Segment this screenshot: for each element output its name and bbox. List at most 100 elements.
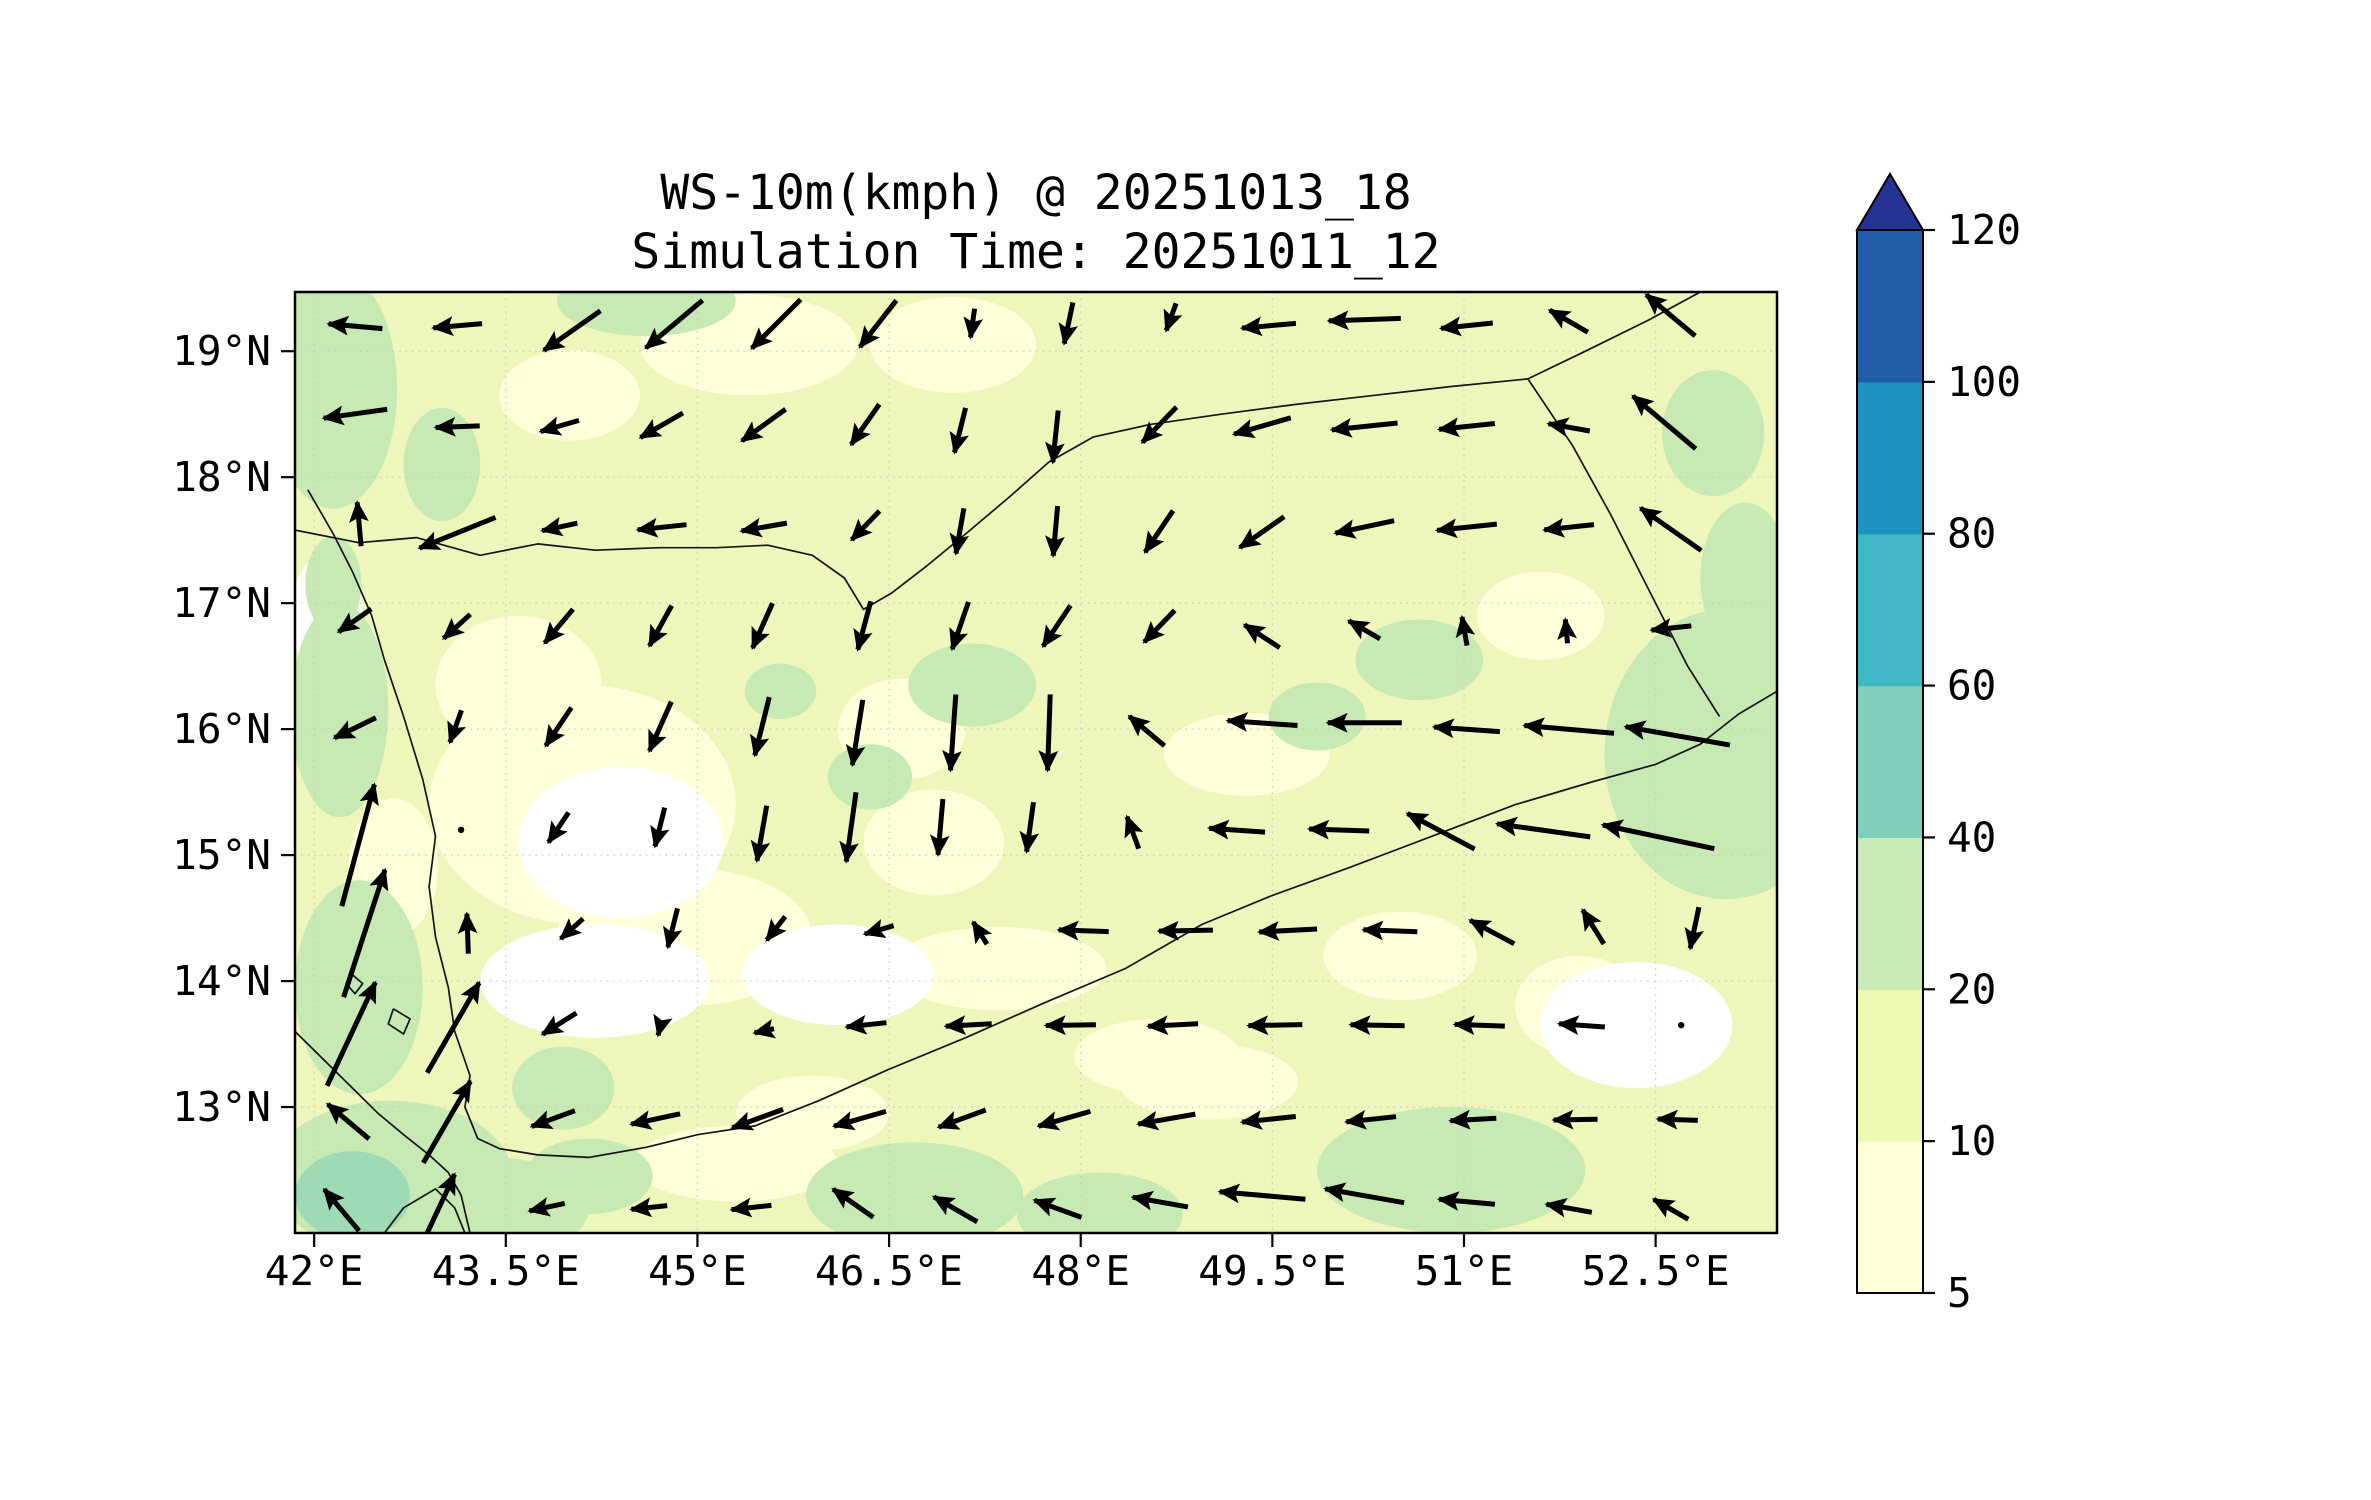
wind-arrow bbox=[858, 298, 899, 349]
wind-arrow bbox=[1346, 618, 1382, 641]
colorbar-tick-label: 40 bbox=[1947, 813, 1996, 861]
windspeed-shade-region bbox=[1476, 571, 1605, 660]
windspeed-shade-region bbox=[499, 349, 640, 441]
wind-arrow bbox=[1206, 819, 1266, 840]
wind-arrow bbox=[1361, 920, 1418, 941]
wind-arrow bbox=[936, 1107, 987, 1130]
windspeed-shade-region bbox=[295, 1151, 410, 1233]
wind-arrow bbox=[749, 696, 772, 758]
wind-arrow bbox=[929, 798, 950, 857]
wind-arrow bbox=[730, 1107, 784, 1131]
wind-arrow bbox=[853, 600, 874, 652]
x-tick-label: 49.5°E bbox=[1198, 1247, 1346, 1295]
wind-arrow bbox=[1032, 1197, 1083, 1220]
coastline bbox=[1527, 292, 1701, 380]
windspeed-shade-region bbox=[1119, 1044, 1298, 1120]
colorbar-extend-arrow bbox=[1855, 172, 1925, 231]
wind-arrow bbox=[457, 911, 478, 954]
wind-arrow bbox=[1257, 921, 1318, 941]
wind-arrow bbox=[433, 416, 480, 437]
windspeed-shade-region bbox=[1016, 1172, 1183, 1233]
wind-arrow bbox=[1163, 302, 1183, 333]
colorbar: 5 10 20 40 60 80 100 120 bbox=[1855, 172, 2021, 1317]
windspeed-shade-region bbox=[744, 663, 817, 720]
wind-arrow bbox=[949, 601, 971, 652]
wind-arrow bbox=[750, 602, 775, 651]
wind-arrow bbox=[1557, 617, 1577, 644]
wind-arrow bbox=[1130, 1190, 1189, 1211]
colorbar-segment bbox=[1857, 533, 1923, 687]
colorbar-segment bbox=[1857, 989, 1923, 1142]
wind-arrow bbox=[752, 1019, 776, 1039]
wind-arrow bbox=[326, 1102, 371, 1141]
wind-arrow bbox=[1326, 310, 1401, 331]
wind-arrow bbox=[931, 1194, 979, 1224]
wind-arrow bbox=[447, 709, 466, 745]
colorbar-segment bbox=[1857, 1141, 1923, 1294]
wind-arrow bbox=[322, 1187, 361, 1233]
wind-arrow bbox=[1600, 819, 1715, 852]
colorbar-segment bbox=[1857, 381, 1923, 535]
y-tick-label: 14°N bbox=[172, 957, 271, 1005]
wind-arrow bbox=[336, 606, 373, 634]
colorbar-tick-label: 60 bbox=[1947, 662, 1996, 710]
wind-arrow bbox=[1225, 712, 1298, 732]
windspeed-shade-region bbox=[556, 292, 736, 337]
wind-arrow bbox=[1580, 908, 1607, 946]
figure-subtitle: Simulation Time: 20251011_12 bbox=[631, 224, 1440, 280]
windspeed-shade-region bbox=[518, 766, 723, 919]
axes: 42°E 43.5°E 45°E 46.5°E 48°E 49.5°E 51°E 52.5°E… bbox=[172, 290, 1779, 1295]
wind-dot bbox=[1677, 1021, 1685, 1029]
x-tick-label: 48°E bbox=[1031, 1247, 1130, 1295]
colorbar-tick-label: 5 bbox=[1947, 1269, 1972, 1317]
wind-arrow bbox=[1631, 394, 1698, 451]
figure-title: WS-10m(kmph) @ 20251013_18 bbox=[660, 165, 1411, 221]
wind-arrow bbox=[849, 509, 882, 542]
windspeed-shade-region bbox=[889, 926, 1107, 1011]
wind-arrow bbox=[1140, 405, 1179, 445]
wind-arrow bbox=[831, 1108, 887, 1131]
x-tick-label: 51°E bbox=[1415, 1247, 1514, 1295]
wind-arrow bbox=[1638, 506, 1703, 553]
wind-arrow bbox=[1045, 505, 1065, 558]
wind-arrow bbox=[324, 980, 378, 1087]
wind-arrow bbox=[543, 706, 574, 748]
wind-arrow bbox=[332, 715, 377, 741]
wind-arrow bbox=[1542, 517, 1595, 538]
wind-arrow bbox=[1156, 920, 1213, 941]
wind-arrow bbox=[1452, 1015, 1505, 1035]
windspeed-shade-region bbox=[908, 643, 1036, 727]
wind-arrow bbox=[647, 700, 674, 754]
wind-arrow bbox=[1041, 604, 1073, 649]
wind-arrow bbox=[862, 919, 895, 939]
y-tick-label: 17°N bbox=[172, 579, 271, 627]
windspeed-shade-region bbox=[435, 615, 602, 755]
wind-arrow bbox=[321, 405, 388, 426]
wind-arrow bbox=[538, 416, 580, 436]
wind-arrow bbox=[1455, 614, 1476, 647]
wind-arrow bbox=[559, 916, 585, 941]
wind-arrow bbox=[1494, 816, 1591, 840]
wind-arrow bbox=[949, 407, 969, 455]
wind-arrow bbox=[1344, 1109, 1397, 1130]
wind-arrow bbox=[629, 1197, 668, 1218]
wind-arrow bbox=[750, 297, 803, 351]
windspeed-shade-region bbox=[1323, 911, 1477, 1000]
plot-frame bbox=[293, 290, 1779, 1235]
windspeed-shade-region bbox=[742, 924, 934, 1026]
wind-arrow bbox=[421, 1079, 473, 1165]
windspeed-shade-region bbox=[1662, 370, 1765, 497]
colorbar-tick-label: 120 bbox=[1947, 206, 2021, 254]
wind-arrow bbox=[1242, 622, 1282, 650]
colorbar-tick-label: 80 bbox=[1947, 510, 1996, 558]
windspeed-shade-region bbox=[295, 603, 389, 818]
windspeed-shade-region bbox=[869, 297, 1036, 393]
wind-arrow bbox=[750, 805, 771, 863]
windspeed-shade-region bbox=[1700, 502, 1777, 654]
wind-arrow bbox=[1058, 301, 1078, 346]
wind-arrow bbox=[540, 516, 578, 537]
wind-arrow bbox=[1239, 316, 1297, 337]
coastline bbox=[387, 1008, 411, 1035]
wind-arrow bbox=[417, 515, 497, 551]
colorbar-tick-label: 100 bbox=[1947, 358, 2021, 406]
